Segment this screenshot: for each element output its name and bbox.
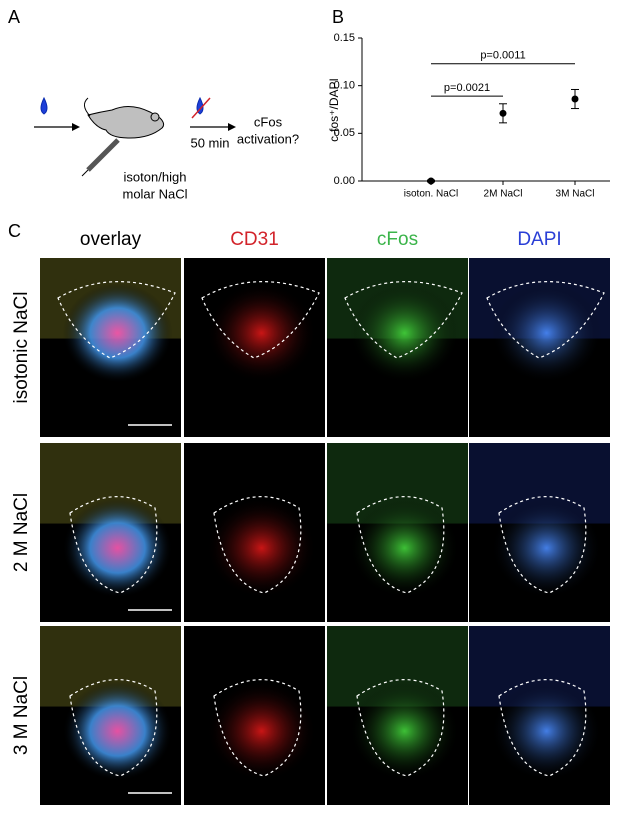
y-axis-label: c-fos⁺/DAPI [327, 78, 341, 142]
nucleus-outline [57, 281, 176, 359]
y-tick-label: 0.00 [334, 175, 355, 187]
column-header: cFos [377, 229, 418, 250]
micrograph [184, 258, 325, 437]
panel-letter: A [8, 7, 20, 27]
micrograph [469, 443, 610, 622]
nucleus-outline [498, 679, 587, 777]
treatment-label: isoton/high [124, 169, 187, 184]
micrograph [40, 258, 181, 437]
nucleus-signal [206, 681, 317, 781]
micrograph [327, 258, 468, 437]
nucleus-signal [491, 681, 602, 781]
outcome-label: activation? [237, 131, 299, 146]
nucleus-outline [213, 679, 302, 777]
row-label: 2 M NaCl [11, 493, 32, 572]
nucleus-signal [62, 681, 173, 781]
nucleus-outline [213, 496, 302, 594]
x-tick-label: 3M NaCl [556, 189, 595, 200]
row-label: isotonic NaCl [11, 292, 32, 404]
x-tick-label: isoton. NaCl [404, 189, 458, 200]
nucleus-signal [349, 681, 460, 781]
micrograph [469, 258, 610, 437]
micrograph [184, 626, 325, 805]
nucleus-outline [201, 281, 320, 359]
column-header: overlay [80, 229, 142, 250]
nucleus-outline [356, 496, 445, 594]
point [427, 177, 435, 185]
x-tick-label: 2M NaCl [484, 189, 523, 200]
nucleus-signal [349, 498, 460, 598]
y-tick-label: 0.10 [334, 80, 355, 92]
micrograph [327, 626, 468, 805]
p-value: p=0.0021 [444, 82, 490, 94]
nucleus-outline [498, 496, 587, 594]
nucleus-signal [62, 498, 173, 598]
point [571, 95, 579, 103]
y-tick-label: 0.05 [334, 127, 355, 139]
micrograph [184, 443, 325, 622]
micrograph [327, 443, 468, 622]
column-header: DAPI [517, 229, 561, 250]
row-label: 3 M NaCl [11, 676, 32, 755]
nucleus-signal [206, 498, 317, 598]
panel-letter: B [332, 7, 344, 27]
nucleus-outline [356, 679, 445, 777]
nucleus-signal [491, 498, 602, 598]
column-header: CD31 [230, 229, 279, 250]
nucleus-signal [491, 283, 602, 383]
micrograph [469, 626, 610, 805]
nucleus-outline [69, 679, 158, 777]
nucleus-signal [349, 283, 460, 383]
micrograph [40, 443, 181, 622]
micrograph [40, 626, 181, 805]
nucleus-outline [69, 496, 158, 594]
nucleus-signal [62, 283, 173, 383]
nucleus-outline [486, 281, 605, 359]
schematic [34, 96, 236, 177]
time-label: 50 min [190, 135, 229, 150]
point [499, 109, 507, 117]
y-tick-label: 0.15 [334, 32, 355, 44]
nucleus-outline [344, 281, 463, 359]
p-value: p=0.0011 [480, 50, 525, 62]
treatment-label: molar NaCl [122, 186, 187, 201]
panel-letter: C [8, 221, 21, 241]
outcome-label: cFos [254, 114, 283, 129]
nucleus-signal [206, 283, 317, 383]
